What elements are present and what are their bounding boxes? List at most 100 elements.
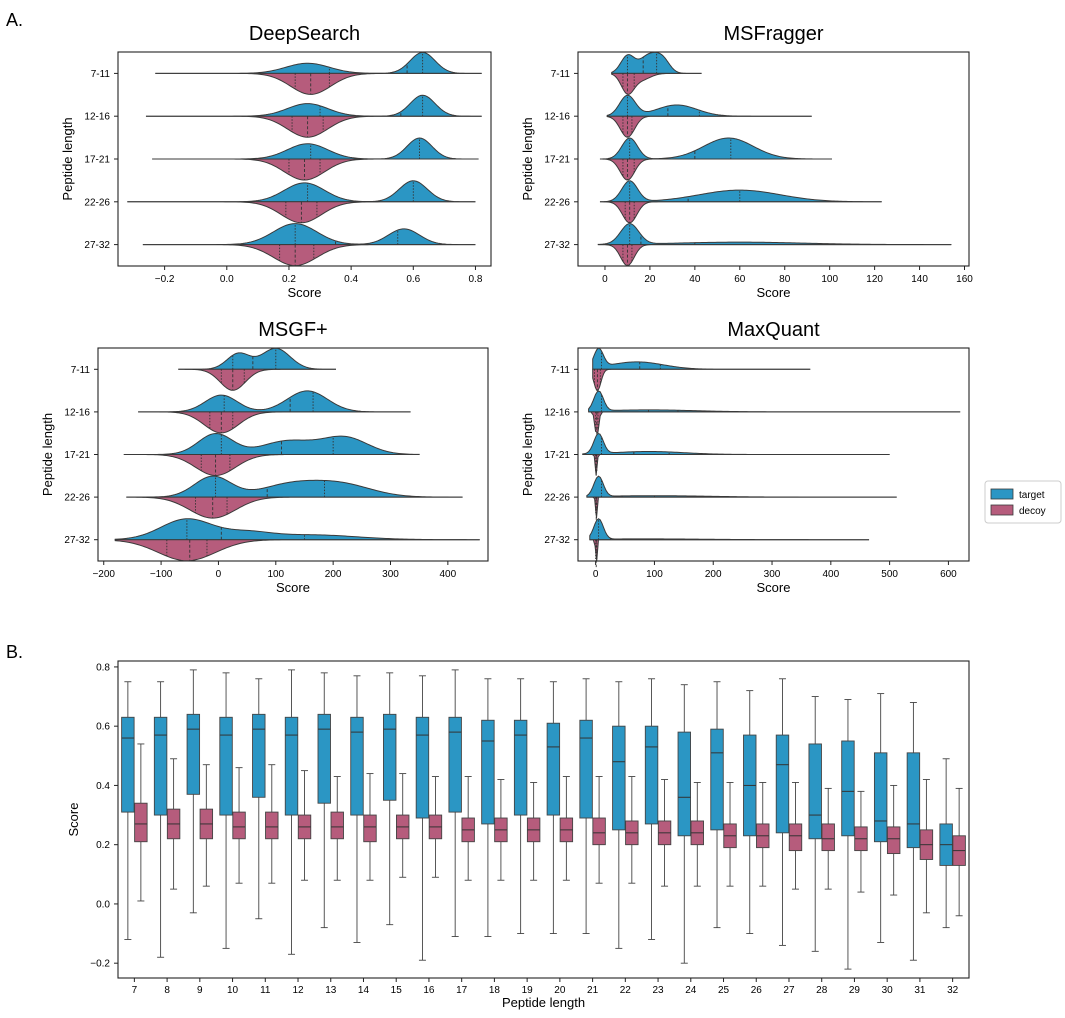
violin-target xyxy=(582,432,890,455)
x-tick-label: −0.2 xyxy=(155,274,175,285)
box-decoy xyxy=(821,787,835,890)
box-body xyxy=(873,752,888,843)
box-body xyxy=(219,716,233,816)
box-decoy xyxy=(886,784,901,896)
chart-title: DeepSearch xyxy=(249,23,360,45)
y-tick-label: 17-21 xyxy=(84,155,110,166)
box-target xyxy=(219,672,233,949)
box-target xyxy=(448,669,462,937)
violin-chart-1: MSFragger 7-11 12-16 17-21 22-26 27-32 0 20 40 60… xyxy=(520,23,973,300)
legend: target decoy xyxy=(984,480,1062,524)
violin-decoy xyxy=(592,368,811,391)
x-tick-label: 60 xyxy=(734,274,746,285)
x-tick-label: 11 xyxy=(260,985,271,996)
violin-decoy xyxy=(599,158,832,181)
y-tick-label: 12-16 xyxy=(544,407,570,418)
violin-decoy xyxy=(152,158,479,181)
x-tick-label: 12 xyxy=(292,985,304,996)
violin-decoy xyxy=(582,454,890,476)
x-tick-label: 0.4 xyxy=(344,274,358,285)
x-tick-label: −100 xyxy=(150,569,173,580)
violin-target xyxy=(126,475,463,498)
box-body xyxy=(330,811,344,840)
box-body xyxy=(546,722,561,816)
y-tick-label: 0.2 xyxy=(96,840,110,851)
y-axis-label: Peptide length xyxy=(520,413,535,496)
box-decoy xyxy=(199,764,214,887)
box-target xyxy=(873,693,888,943)
violin-target xyxy=(178,347,337,370)
box-decoy xyxy=(265,764,279,884)
x-tick-label: 300 xyxy=(382,569,399,580)
x-tick-label: 8 xyxy=(164,985,170,996)
violin-decoy xyxy=(611,72,702,95)
x-tick-label: 0.6 xyxy=(406,274,420,285)
x-tick-label: 31 xyxy=(914,985,926,996)
x-tick-label: 600 xyxy=(940,569,957,580)
y-tick-label: 7-11 xyxy=(91,69,111,80)
box-target xyxy=(677,684,691,964)
y-tick-label: 17-21 xyxy=(544,155,570,166)
violin-target xyxy=(145,94,482,117)
x-tick-label: 21 xyxy=(587,985,599,996)
x-tick-label: 200 xyxy=(325,569,342,580)
box-body xyxy=(775,734,790,834)
x-tick-label: 0 xyxy=(216,569,222,580)
x-tick-label: −200 xyxy=(92,569,115,580)
violin-decoy xyxy=(123,454,420,477)
box-body xyxy=(121,716,135,813)
violin-target xyxy=(606,94,812,117)
box-decoy xyxy=(952,787,966,917)
violin-target xyxy=(138,390,411,413)
box-decoy xyxy=(166,758,181,890)
box-target xyxy=(317,672,331,929)
box-target xyxy=(939,758,953,929)
x-tick-label: 14 xyxy=(358,985,370,996)
box-decoy xyxy=(625,776,639,884)
box-decoy xyxy=(396,773,410,878)
box-target xyxy=(121,681,135,940)
x-tick-label: 20 xyxy=(644,274,656,285)
box-decoy xyxy=(461,776,475,881)
box-body xyxy=(592,817,606,846)
legend-swatch-target xyxy=(990,488,1014,500)
box-decoy xyxy=(526,782,541,881)
box-target xyxy=(153,681,168,958)
box-body xyxy=(448,716,462,813)
box-target xyxy=(383,672,397,926)
x-axis-label: Score xyxy=(276,580,310,595)
y-tick-label: 27-32 xyxy=(84,240,110,251)
violin-decoy xyxy=(589,539,870,561)
x-tick-label: 100 xyxy=(267,569,284,580)
x-tick-label: 500 xyxy=(881,569,898,580)
x-axis-label: Score xyxy=(288,285,322,300)
x-tick-label: 24 xyxy=(685,985,697,996)
box-body xyxy=(677,731,691,837)
y-tick-label: 0.6 xyxy=(96,722,110,733)
chart-title: MaxQuant xyxy=(727,319,820,341)
y-tick-label: 22-26 xyxy=(544,197,570,208)
box-decoy xyxy=(592,776,606,884)
violin-decoy xyxy=(599,201,882,224)
box-decoy xyxy=(559,776,574,881)
box-decoy xyxy=(788,782,803,890)
x-axis-label: Peptide length xyxy=(502,995,585,1010)
x-tick-label: 10 xyxy=(227,985,239,996)
box-target xyxy=(284,669,299,955)
x-tick-label: 400 xyxy=(440,569,457,580)
violin-target xyxy=(123,432,420,455)
violin-chart-0: DeepSearch 7-11 12-16 17-21 22-26 27-32 −0.2 0.… xyxy=(60,23,492,300)
x-tick-label: 17 xyxy=(456,985,468,996)
violin-decoy xyxy=(142,244,476,267)
x-tick-label: 16 xyxy=(423,985,435,996)
x-tick-label: 0.8 xyxy=(469,274,483,285)
violin-target xyxy=(597,223,952,246)
y-tick-label: 0.4 xyxy=(96,781,110,792)
x-tick-label: 100 xyxy=(646,569,663,580)
x-tick-label: 30 xyxy=(882,985,894,996)
box-body xyxy=(579,719,593,819)
violin-chart-3: MaxQuant 7-11 12-16 17-21 22-26 27-32 0 100 200 3… xyxy=(520,319,970,595)
box-body xyxy=(363,814,377,843)
violin-target xyxy=(586,475,897,498)
x-tick-label: 22 xyxy=(620,985,632,996)
